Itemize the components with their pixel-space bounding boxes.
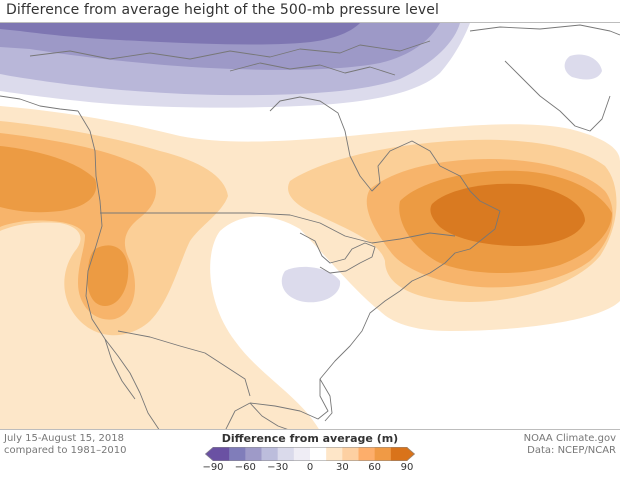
legend-bin bbox=[245, 447, 262, 461]
legend-bin bbox=[374, 447, 392, 461]
anomaly-band-minus-60 bbox=[0, 23, 360, 45]
legend-bin bbox=[358, 447, 376, 461]
legend-tick-label: −30 bbox=[267, 462, 289, 473]
alaska-coast bbox=[0, 95, 79, 112]
anomaly-band-greatlakes-minus-15 bbox=[281, 266, 341, 303]
coastlines bbox=[0, 24, 620, 429]
arctic-islands-outline-2 bbox=[229, 62, 396, 76]
legend-bin bbox=[229, 447, 246, 461]
anomaly-band-plus-75-east bbox=[430, 183, 585, 246]
legend-bin bbox=[293, 447, 311, 461]
legend-bin bbox=[310, 447, 327, 461]
legend-high-arrow bbox=[407, 447, 415, 461]
arctic-islands-outline bbox=[29, 40, 431, 60]
map-title: Difference from average height of the 50… bbox=[6, 2, 439, 18]
central-america bbox=[249, 402, 288, 429]
legend-tick-label: −90 bbox=[202, 462, 224, 473]
anomaly-band-plus-60 bbox=[0, 146, 97, 213]
legend-tick-label: 0 bbox=[306, 462, 314, 473]
baja-peninsula bbox=[104, 338, 136, 400]
baseline-label: compared to 1981–2010 bbox=[4, 445, 127, 456]
legend-color-bar bbox=[205, 447, 415, 461]
hudson-bay-outline bbox=[269, 96, 441, 192]
legend-bin bbox=[342, 447, 359, 461]
legend-bin bbox=[390, 447, 408, 461]
greenland-outline bbox=[469, 24, 620, 132]
legend-low-arrow bbox=[205, 447, 213, 461]
credit-label: NOAA Climate.gov bbox=[523, 433, 616, 444]
legend-tick-label: 60 bbox=[368, 462, 382, 473]
legend-tick-label: 90 bbox=[400, 462, 414, 473]
great-lakes bbox=[299, 232, 376, 274]
gulf-coast bbox=[225, 402, 251, 429]
anomaly-band-greenland-minus-15 bbox=[564, 54, 602, 80]
legend-outline bbox=[205, 447, 415, 461]
positive-anomaly-contours bbox=[0, 106, 620, 429]
data-source-label: Data: NCEP/NCAR bbox=[527, 445, 616, 456]
legend-tick-label: 30 bbox=[335, 462, 349, 473]
legend-bin bbox=[213, 447, 230, 461]
canada-east-coast bbox=[399, 165, 501, 292]
period-label: July 15-August 15, 2018 bbox=[4, 433, 124, 444]
legend-title: Difference from average (m) bbox=[221, 432, 399, 445]
legend-bin bbox=[261, 447, 279, 461]
us-canada-border bbox=[100, 212, 456, 244]
west-coast bbox=[77, 110, 160, 429]
legend-bin bbox=[277, 447, 295, 461]
legend-tick-label: −60 bbox=[234, 462, 256, 473]
negative-anomaly-contours bbox=[0, 23, 602, 303]
anomaly-map bbox=[0, 22, 620, 430]
us-mexico-border bbox=[117, 330, 251, 397]
legend-bin bbox=[326, 447, 343, 461]
anomaly-band-plus-60-west-2 bbox=[87, 245, 129, 306]
florida-outline bbox=[319, 378, 333, 422]
